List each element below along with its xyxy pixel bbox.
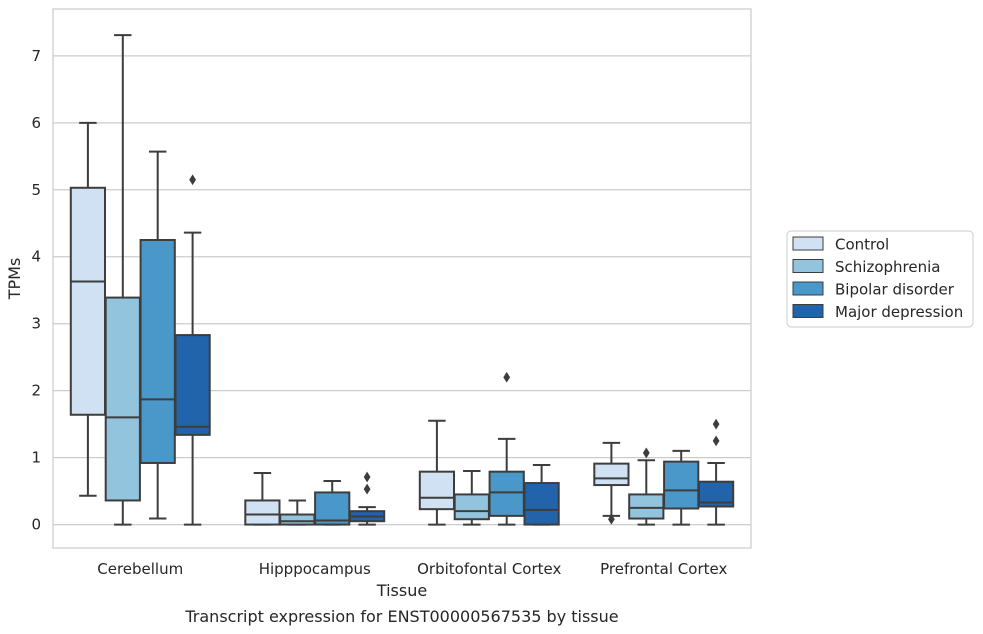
box	[628, 447, 665, 526]
y-tick-label: 6	[31, 114, 41, 132]
box	[697, 418, 735, 526]
plot-area-frame	[52, 8, 752, 549]
box	[244, 472, 281, 526]
box	[104, 34, 141, 526]
box	[663, 449, 700, 526]
box-body	[523, 482, 560, 526]
outlier-point	[363, 471, 371, 483]
box-body	[139, 239, 176, 464]
box	[523, 463, 560, 526]
box-body	[663, 460, 700, 510]
legend-label: Schizophrenia	[835, 258, 940, 276]
x-axis-label: Tissue	[376, 581, 427, 600]
y-axis-label: TPMs	[5, 258, 24, 301]
chart-caption: Transcript expression for ENST0000056753…	[184, 607, 618, 626]
box	[453, 470, 490, 526]
y-tick-label: 7	[31, 47, 41, 65]
legend-label: Bipolar disorder	[835, 281, 955, 299]
y-tick-label: 3	[31, 315, 41, 333]
box	[348, 471, 386, 526]
box-body	[628, 493, 665, 520]
legend-label: Major depression	[835, 303, 963, 321]
box	[593, 441, 630, 525]
outlier-point	[712, 418, 720, 430]
series-control	[69, 121, 630, 526]
box	[418, 419, 456, 526]
box-body	[314, 491, 351, 526]
box-body	[174, 334, 211, 436]
outlier-point	[503, 371, 511, 383]
box	[314, 480, 351, 526]
legend-swatch	[792, 259, 824, 273]
x-axis-ticks: Cerebellum Hipppocampus Orbitofontal Corte…	[97, 560, 727, 578]
y-tick-label: 2	[31, 382, 41, 400]
box	[69, 121, 107, 497]
legend-swatch	[792, 304, 824, 318]
box-body	[488, 470, 525, 517]
box	[139, 150, 176, 520]
x-tick-label: Hipppocampus	[259, 560, 371, 578]
y-tick-label: 0	[31, 516, 41, 534]
outlier-point	[189, 174, 196, 186]
legend-frame	[786, 230, 974, 328]
outlier-point	[712, 435, 720, 447]
box-body	[279, 513, 316, 526]
outlier-point	[642, 447, 650, 459]
box-body	[104, 296, 141, 502]
y-tick-label: 5	[31, 181, 41, 199]
legend-label: Control	[835, 236, 889, 254]
box	[174, 174, 211, 526]
y-tick-label: 4	[31, 248, 41, 266]
box-body	[244, 499, 281, 526]
box-series	[69, 34, 735, 526]
legend-swatch	[792, 236, 824, 251]
box	[279, 499, 316, 526]
outlier-point	[608, 513, 615, 525]
box-body	[593, 462, 630, 487]
legend: Control Schizophrenia Bipolar disorder Majo…	[786, 230, 974, 328]
x-tick-label: Orbitofontal Cortex	[417, 560, 561, 578]
box	[488, 371, 525, 526]
x-tick-label: Prefrontal Cortex	[600, 560, 727, 578]
y-tick-label: 1	[31, 449, 41, 467]
box-body	[418, 470, 456, 511]
box-body	[69, 186, 107, 416]
x-tick-label: Cerebellum	[97, 560, 183, 578]
outlier-point	[363, 483, 371, 495]
series-bipolar-disorder	[139, 150, 700, 526]
series-major-depression	[174, 174, 735, 526]
series-schizophrenia	[104, 34, 665, 526]
box-body	[453, 493, 490, 521]
y-axis-ticks: 0 1 2 3 4 5 6 7	[31, 47, 41, 534]
legend-swatch	[792, 281, 824, 296]
